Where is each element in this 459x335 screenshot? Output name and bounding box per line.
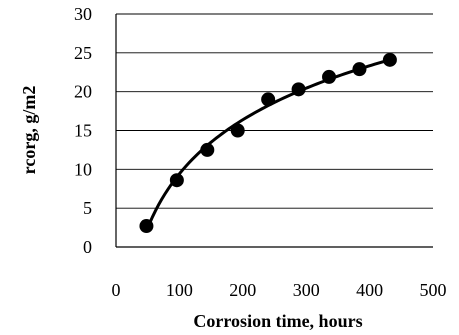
y-tick-label-25: 25 xyxy=(74,43,92,63)
x-tick-label-200: 200 xyxy=(229,280,256,300)
y-tick-label-0: 0 xyxy=(83,237,92,257)
axes xyxy=(115,14,433,248)
y-tick-label-5: 5 xyxy=(83,198,92,218)
x-tick-label-400: 400 xyxy=(356,280,383,300)
y-tick-label-10: 10 xyxy=(74,159,92,179)
y-tick-label-30: 30 xyxy=(74,4,92,24)
data-point-8 xyxy=(382,52,397,67)
data-point-1 xyxy=(169,173,184,188)
trend-line xyxy=(145,58,391,232)
data-point-7 xyxy=(352,62,367,77)
y-tick-label-20: 20 xyxy=(74,82,92,102)
data-point-0 xyxy=(139,219,154,234)
x-tick-label-100: 100 xyxy=(166,280,193,300)
data-point-3 xyxy=(230,123,245,138)
x-tick-label-500: 500 xyxy=(420,280,447,300)
data-points xyxy=(139,52,397,234)
grid-lines xyxy=(116,13,433,209)
y-tick-label-15: 15 xyxy=(74,121,92,141)
x-tick-label-300: 300 xyxy=(293,280,320,300)
data-point-4 xyxy=(261,92,276,107)
data-point-5 xyxy=(291,82,306,97)
trend-line-group xyxy=(145,58,391,232)
data-point-6 xyxy=(322,69,337,84)
x-tick-label-0: 0 xyxy=(112,280,121,300)
x-axis-title: Corrosion time, hours xyxy=(193,311,362,331)
y-axis-title: rcorg, g/m2 xyxy=(19,86,39,175)
data-point-2 xyxy=(200,142,215,157)
